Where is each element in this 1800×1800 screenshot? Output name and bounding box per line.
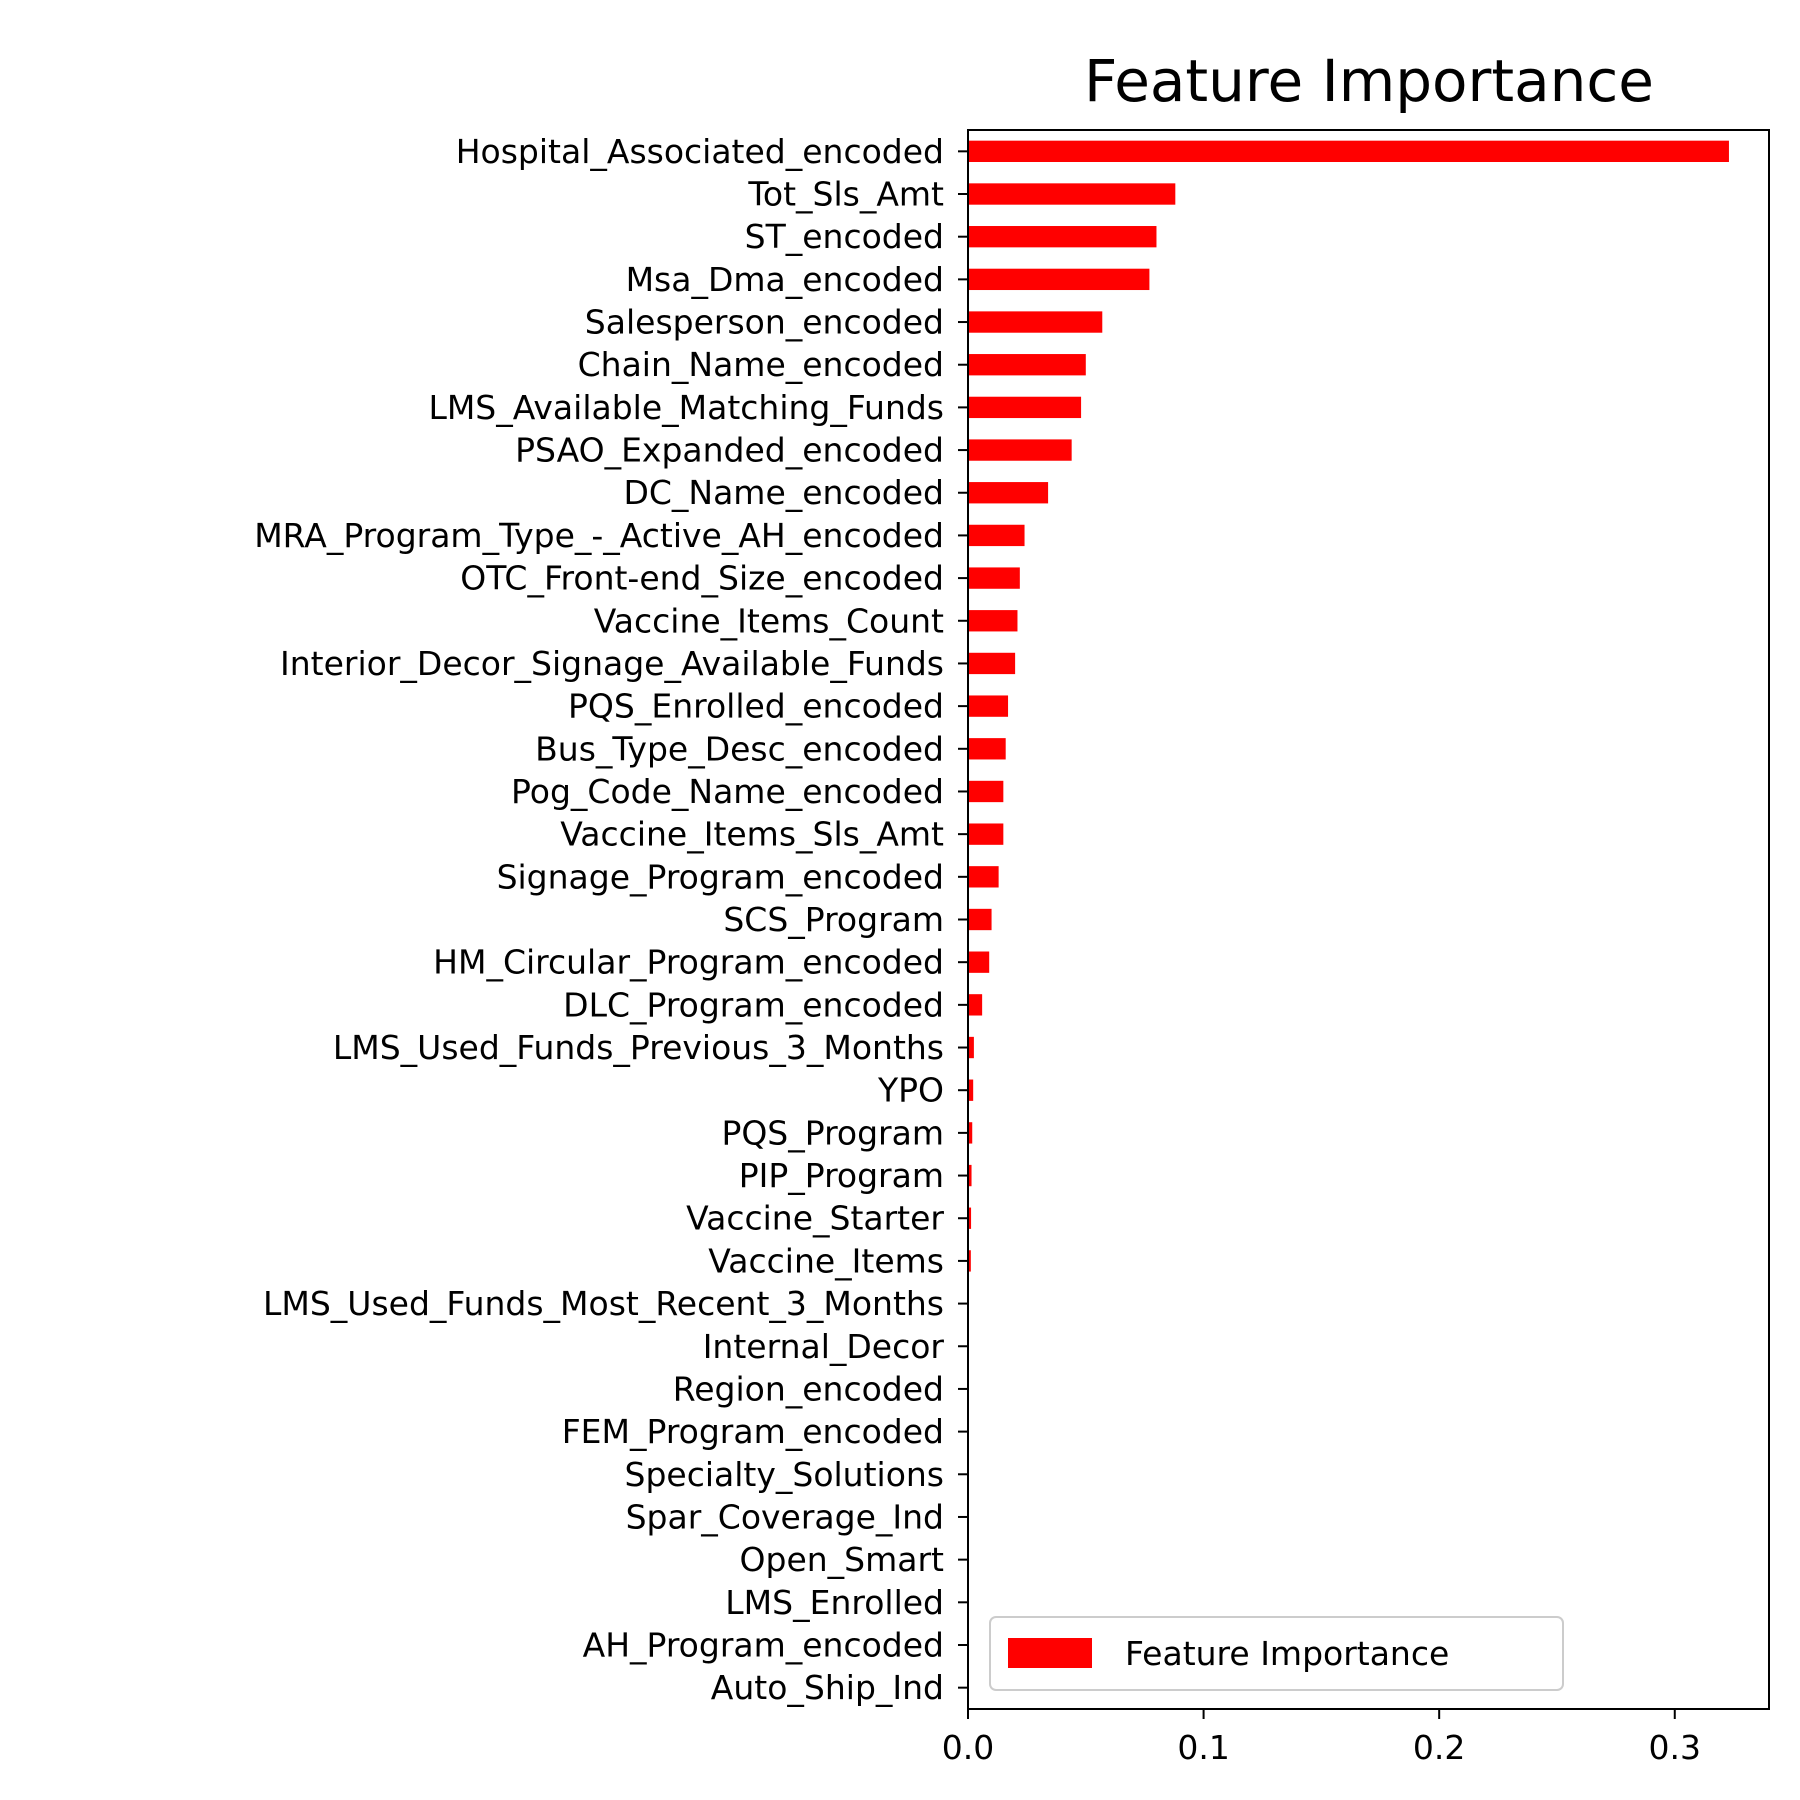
y-tick-label: HM_Circular_Program_encoded — [433, 943, 944, 982]
y-tick-label: Interior_Decor_Signage_Available_Funds — [280, 644, 944, 683]
y-tick-label: AH_Program_encoded — [583, 1625, 944, 1664]
bar — [968, 439, 1072, 461]
bar — [968, 354, 1086, 376]
y-tick-label: LMS_Used_Funds_Previous_3_Months — [333, 1028, 944, 1067]
y-tick-labels: Hospital_Associated_encoded Tot_Sls_AmtST… — [254, 132, 944, 1707]
y-tick-label: PSAO_Expanded_encoded — [515, 431, 944, 470]
bar — [968, 524, 1025, 547]
y-tick-label: Tot_Sls_Amt — [747, 175, 944, 214]
bar — [968, 1079, 974, 1101]
y-tick-label: Auto_Ship_Ind — [711, 1668, 944, 1707]
y-tick-label: SCS_Program — [723, 900, 944, 939]
bar — [968, 695, 1009, 717]
y-tick-label: LMS_Enrolled — [725, 1583, 944, 1622]
y-tick-label: OTC_Front-end_Size_encoded — [460, 559, 944, 598]
y-tick-label: Vaccine_Items — [708, 1241, 944, 1280]
bar — [968, 1250, 971, 1272]
bar — [968, 738, 1006, 760]
bar — [968, 396, 1082, 419]
bar — [968, 268, 1150, 291]
y-tick-label: PIP_Program — [739, 1156, 944, 1195]
y-tick-label: LMS_Used_Funds_Most_Recent_3_Months — [263, 1284, 944, 1323]
y-tick-label: YPO — [877, 1071, 944, 1110]
bar — [968, 140, 1729, 163]
bar — [968, 1122, 973, 1144]
chart-title: Feature Importance — [1084, 47, 1654, 115]
y-tick-label: Region_encoded — [673, 1369, 944, 1408]
bar — [968, 951, 990, 973]
plot-area-frame — [967, 129, 1770, 1710]
bar — [968, 994, 983, 1016]
y-tick-label: Internal_Decor — [703, 1327, 945, 1366]
y-tick-label: Specialty_Solutions — [625, 1455, 945, 1494]
y-tick-marks — [958, 150, 968, 1689]
bar — [968, 780, 1004, 803]
x-tick-label: 0.1 — [1177, 1728, 1229, 1767]
y-tick-label: DC_Name_encoded — [623, 473, 944, 512]
bar — [968, 652, 1016, 675]
y-tick-label: Vaccine_Items_Sls_Amt — [560, 815, 944, 854]
bar — [968, 908, 992, 931]
bar — [968, 866, 999, 888]
y-tick-label: Spar_Coverage_Ind — [626, 1497, 944, 1536]
bar — [968, 1164, 972, 1187]
y-tick-label: Signage_Program_encoded — [497, 857, 944, 896]
y-tick-label: MRA_Program_Type_-_Active_AH_encoded — [254, 516, 944, 555]
legend-box — [989, 1616, 1564, 1691]
y-tick-label: Msa_Dma_encoded — [626, 260, 944, 299]
bar — [968, 1207, 972, 1229]
bar — [968, 567, 1020, 589]
y-tick-label: PQS_Program — [721, 1113, 944, 1152]
x-tick-label: 0.0 — [942, 1728, 994, 1767]
bar — [968, 311, 1103, 333]
bar — [968, 823, 1004, 845]
y-tick-label: Hospital_Associated_encoded — [456, 132, 944, 171]
x-tick-label: 0.2 — [1413, 1728, 1465, 1767]
x-tick-label: 0.3 — [1649, 1728, 1701, 1767]
y-tick-label: Chain_Name_encoded — [578, 345, 944, 384]
y-tick-label: LMS_Available_Matching_Funds — [428, 388, 944, 427]
y-tick-label: Bus_Type_Desc_encoded — [535, 729, 944, 768]
bar — [968, 1036, 974, 1059]
y-tick-label: Vaccine_Items_Count — [594, 601, 944, 640]
y-tick-label: Pog_Code_Name_encoded — [511, 772, 944, 811]
legend: Feature Importance — [989, 1616, 1564, 1691]
bar — [968, 183, 1176, 205]
y-tick-label: FEM_Program_encoded — [562, 1412, 944, 1451]
y-tick-label: Vaccine_Starter — [686, 1199, 944, 1238]
x-ticks: 0.0 0.1 0.2 0.3 — [942, 1709, 1701, 1767]
legend-label: Feature Importance — [1125, 1634, 1449, 1673]
y-tick-label: DLC_Program_encoded — [563, 985, 944, 1024]
y-tick-label: Open_Smart — [740, 1540, 945, 1579]
bar — [968, 482, 1049, 504]
y-tick-label: ST_encoded — [745, 217, 944, 256]
bar — [968, 610, 1018, 632]
legend-swatch — [1008, 1638, 1092, 1668]
bars-group — [968, 140, 1729, 1272]
y-tick-label: Salesperson_encoded — [585, 303, 944, 342]
bar — [968, 226, 1157, 248]
y-tick-label: PQS_Enrolled_encoded — [568, 687, 944, 726]
